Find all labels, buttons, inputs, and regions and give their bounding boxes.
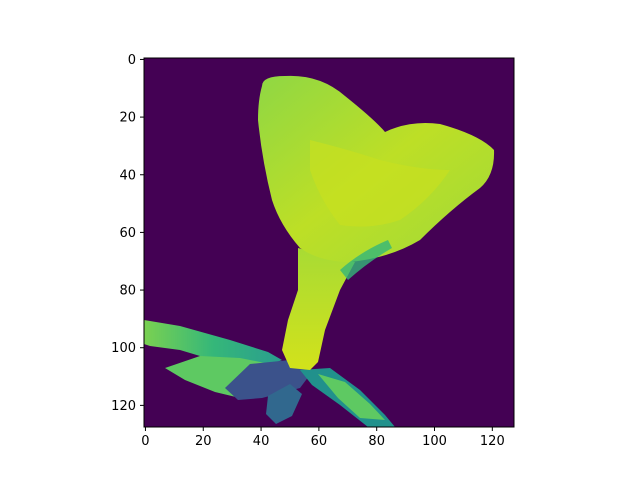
lower-leaf-right-light bbox=[318, 374, 385, 420]
x-tick-label: 100 bbox=[422, 434, 447, 449]
x-tick-label: 80 bbox=[368, 434, 385, 449]
x-tick-label: 60 bbox=[311, 434, 328, 449]
y-tick-label: 120 bbox=[111, 399, 136, 414]
y-tick-label: 100 bbox=[111, 341, 136, 356]
y-tick-label: 60 bbox=[119, 226, 136, 241]
lower-bud bbox=[266, 384, 302, 424]
x-tick-label: 0 bbox=[141, 434, 149, 449]
leaf-shadow-stripe bbox=[340, 240, 392, 280]
x-tick-label: 40 bbox=[253, 434, 270, 449]
stem bbox=[282, 248, 355, 370]
y-tick-label: 0 bbox=[128, 53, 136, 68]
x-axis: 0 20 40 60 80 100 120 bbox=[141, 427, 505, 449]
plot-frame bbox=[143, 57, 515, 428]
y-axis: 0 20 40 60 80 100 120 bbox=[111, 53, 144, 414]
lower-leaf-left bbox=[144, 320, 282, 368]
leaf-highlight bbox=[310, 140, 450, 227]
y-tick-label: 40 bbox=[119, 168, 136, 183]
y-tick-label: 80 bbox=[119, 284, 136, 299]
y-tick-label: 20 bbox=[119, 111, 136, 126]
x-tick-label: 20 bbox=[195, 434, 212, 449]
x-tick-label: 120 bbox=[480, 434, 505, 449]
heatmap-image bbox=[144, 58, 514, 427]
